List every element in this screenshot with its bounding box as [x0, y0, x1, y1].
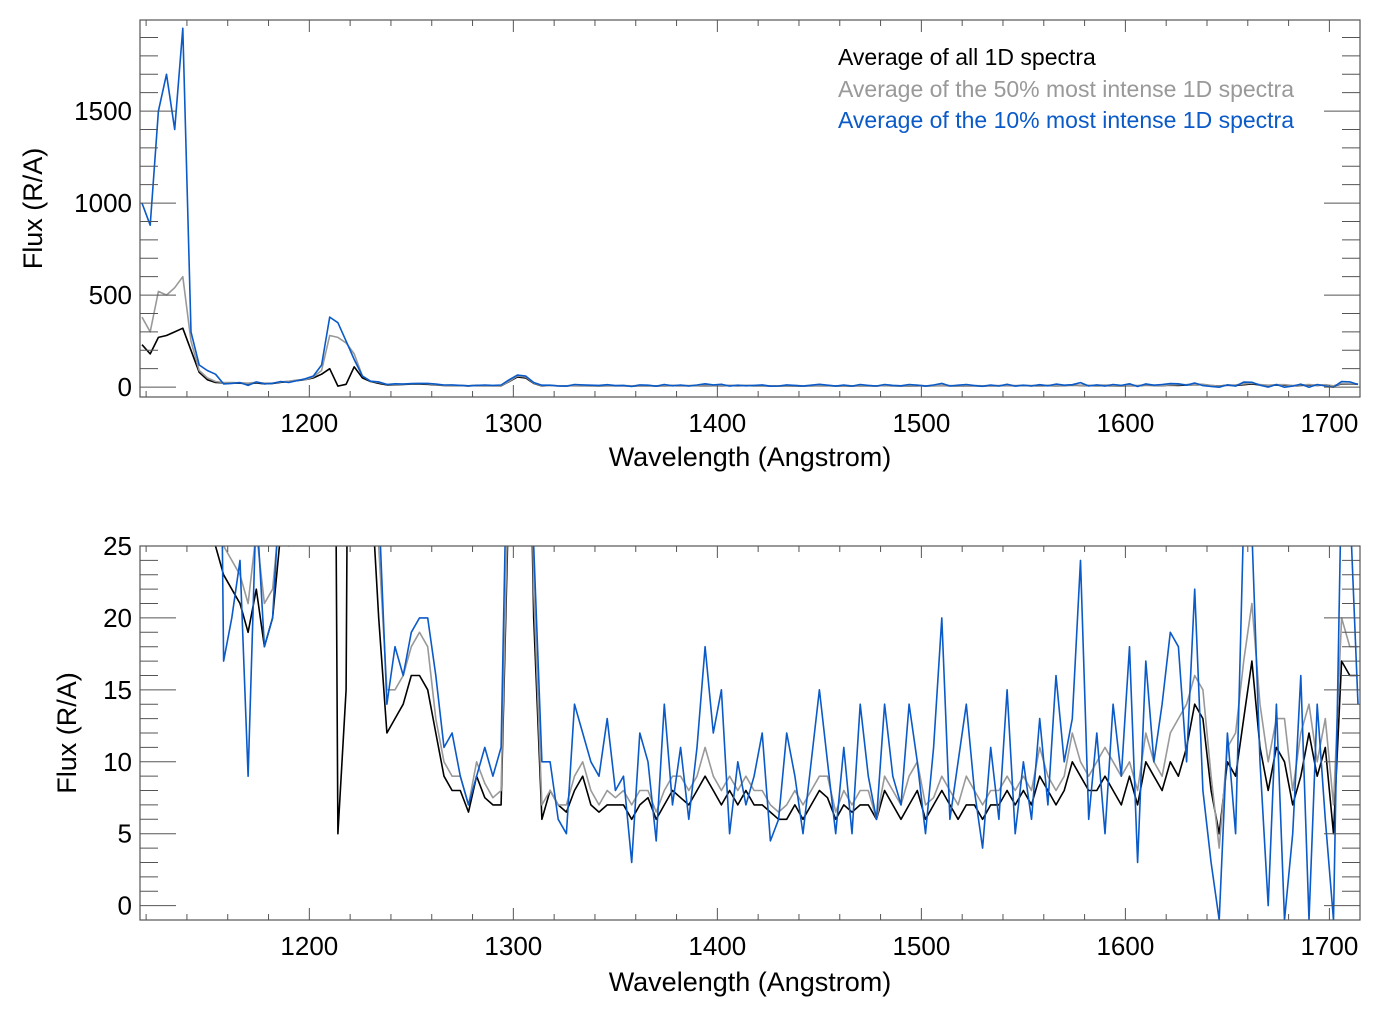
y-tick-label: 15	[103, 675, 132, 705]
top-panel: 1200 1300 1400 1500 1600 1700050010001500Wave…	[18, 19, 1361, 472]
x-tick-label: 1500	[892, 931, 950, 961]
x-tick-label: 1400	[688, 408, 746, 438]
x-axis-title: Wavelength (Angstrom)	[609, 967, 892, 997]
y-tick-label: 1500	[74, 96, 132, 126]
y-axis-title: Flux (R/A)	[52, 672, 82, 794]
x-tick-label: 1600	[1096, 408, 1154, 438]
y-tick-label: 0	[118, 372, 132, 402]
series-group	[141, 27, 1359, 389]
series-line-10pct	[141, 27, 1359, 389]
y-tick-label: 25	[103, 531, 132, 561]
y-tick-label: 1000	[74, 188, 132, 218]
x-tick-label: 1300	[484, 931, 542, 961]
legend-entry-all: Average of all 1D spectra	[838, 44, 1096, 70]
y-axis-title: Flux (R/A)	[18, 148, 48, 270]
x-tick-label: 1700	[1300, 931, 1358, 961]
legend-entry-50pct: Average of the 50% most intense 1D spect…	[838, 76, 1294, 102]
x-tick-label: 1500	[892, 408, 950, 438]
y-tick-label: 20	[103, 603, 132, 633]
x-tick-label: 1600	[1096, 931, 1154, 961]
series-line-50pct	[141, 275, 1358, 388]
series-line-all	[214, 546, 1358, 835]
y-tick-label: 10	[103, 747, 132, 777]
x-tick-label: 1200	[280, 931, 338, 961]
x-tick-label: 1400	[688, 931, 746, 961]
plot-frame	[139, 545, 1361, 921]
x-tick-label: 1300	[484, 408, 542, 438]
x-tick-label: 1200	[280, 408, 338, 438]
y-tick-label: 0	[118, 891, 132, 921]
x-axis-title: Wavelength (Angstrom)	[609, 442, 892, 472]
y-tick-label: 5	[118, 819, 132, 849]
x-tick-label: 1700	[1300, 408, 1358, 438]
series-group	[214, 546, 1359, 920]
legend-entry-10pct: Average of the 10% most intense 1D spect…	[838, 107, 1294, 133]
y-tick-label: 500	[89, 280, 132, 310]
series-line-50pct	[222, 546, 1358, 849]
plot-frame	[139, 19, 1361, 398]
legend: Average of all 1D spectra Average of the…	[838, 44, 1294, 133]
bottom-panel: 1200 1300 1400 1500 1600 1700 0 5 10 15 20 25 Wavele…	[52, 531, 1361, 997]
series-line-10pct	[221, 546, 1359, 920]
